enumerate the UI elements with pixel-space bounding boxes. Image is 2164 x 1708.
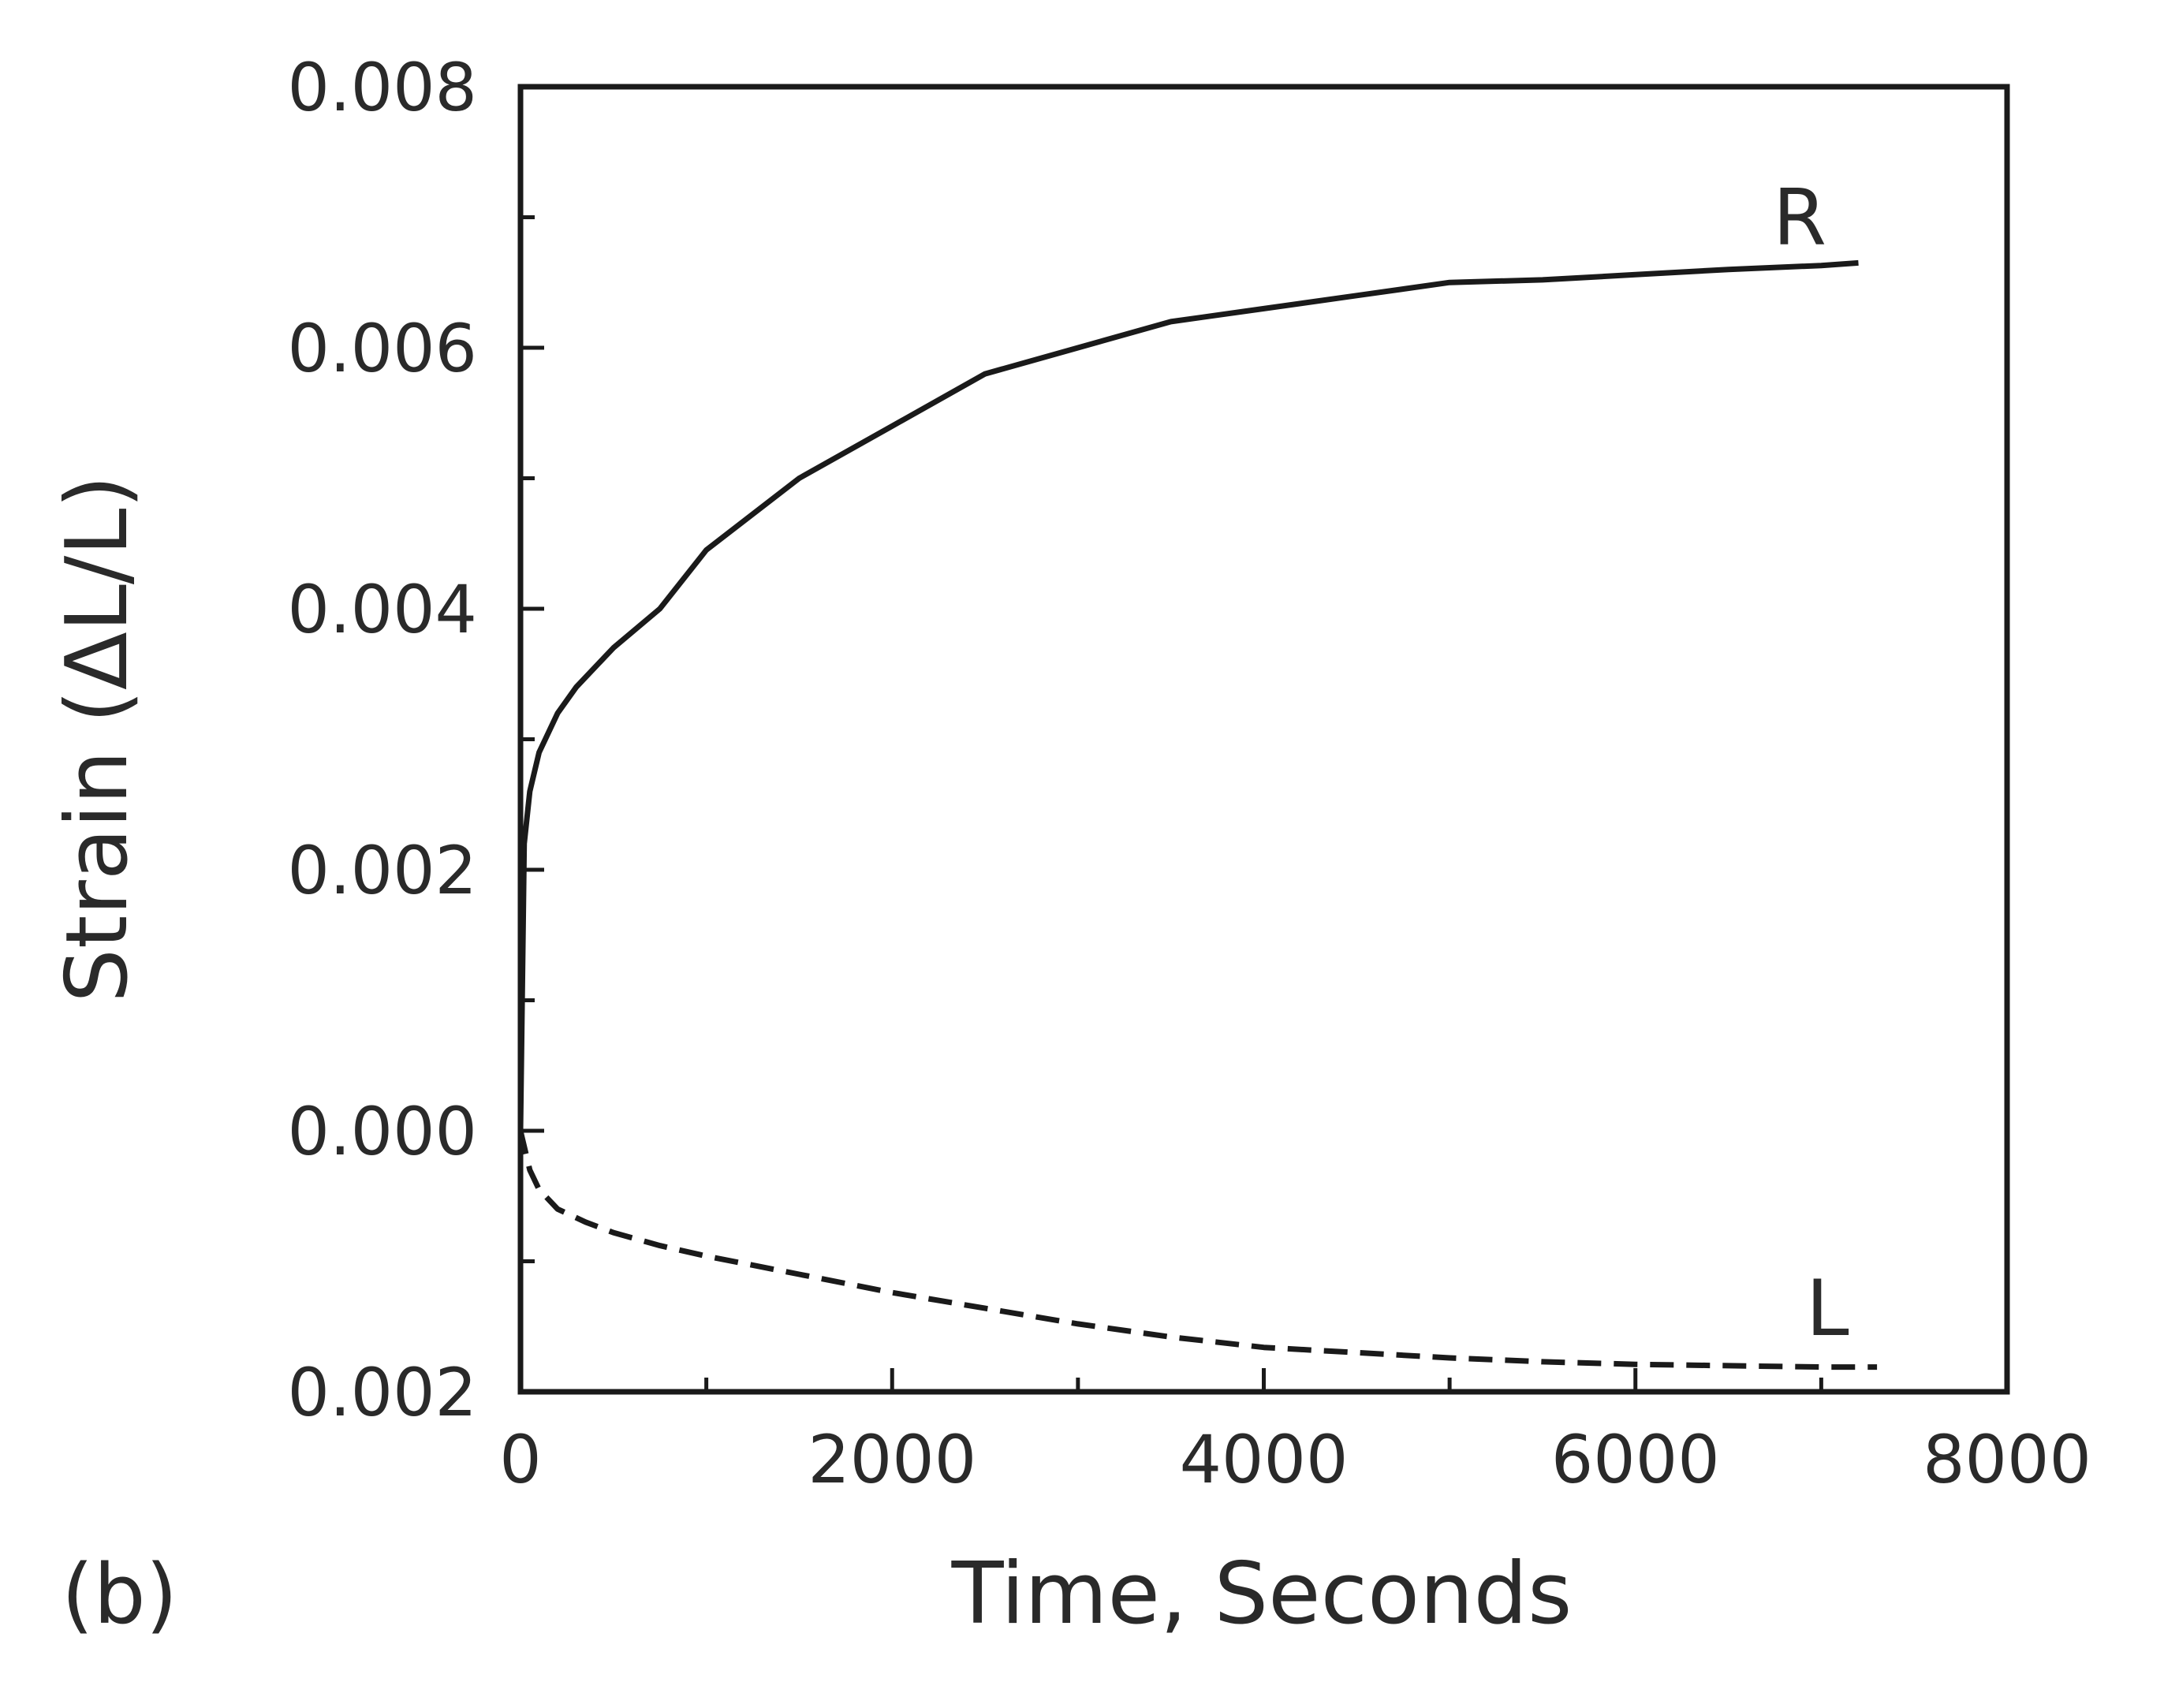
x-tick-label: 8000 xyxy=(1923,1421,2091,1498)
y-tick-label: 0.006 xyxy=(288,310,477,387)
y-tick-label: 0.002 xyxy=(288,1354,477,1431)
series-line-l xyxy=(517,1130,1878,1371)
series-layer xyxy=(517,259,1878,1371)
plot-frame xyxy=(517,84,2010,1395)
x-tick-label: 4000 xyxy=(1180,1421,1349,1498)
x-tick-label: 6000 xyxy=(1551,1421,1720,1498)
y-axis-ticks: 0.008 0.006 0.004 0.002 0.000 0.002 xyxy=(288,49,544,1431)
x-axis-ticks: 0 2000 4000 6000 8000 xyxy=(499,1368,2091,1498)
y-axis-title: Strain (ΔL/L) xyxy=(48,475,147,1002)
x-tick-label: 0 xyxy=(499,1421,541,1498)
panel-label: (b) xyxy=(62,1546,177,1643)
series-line-r xyxy=(517,259,1859,1132)
y-tick-label: 0.004 xyxy=(288,571,477,648)
series-label-r: R xyxy=(1773,173,1826,263)
x-tick-label: 2000 xyxy=(808,1421,976,1498)
x-axis-title: Time, Seconds xyxy=(951,1545,1573,1643)
y-tick-label: 0.000 xyxy=(288,1093,477,1170)
y-tick-label: 0.008 xyxy=(288,49,477,126)
series-label-l: L xyxy=(1806,1264,1849,1354)
y-tick-label: 0.002 xyxy=(288,832,477,909)
